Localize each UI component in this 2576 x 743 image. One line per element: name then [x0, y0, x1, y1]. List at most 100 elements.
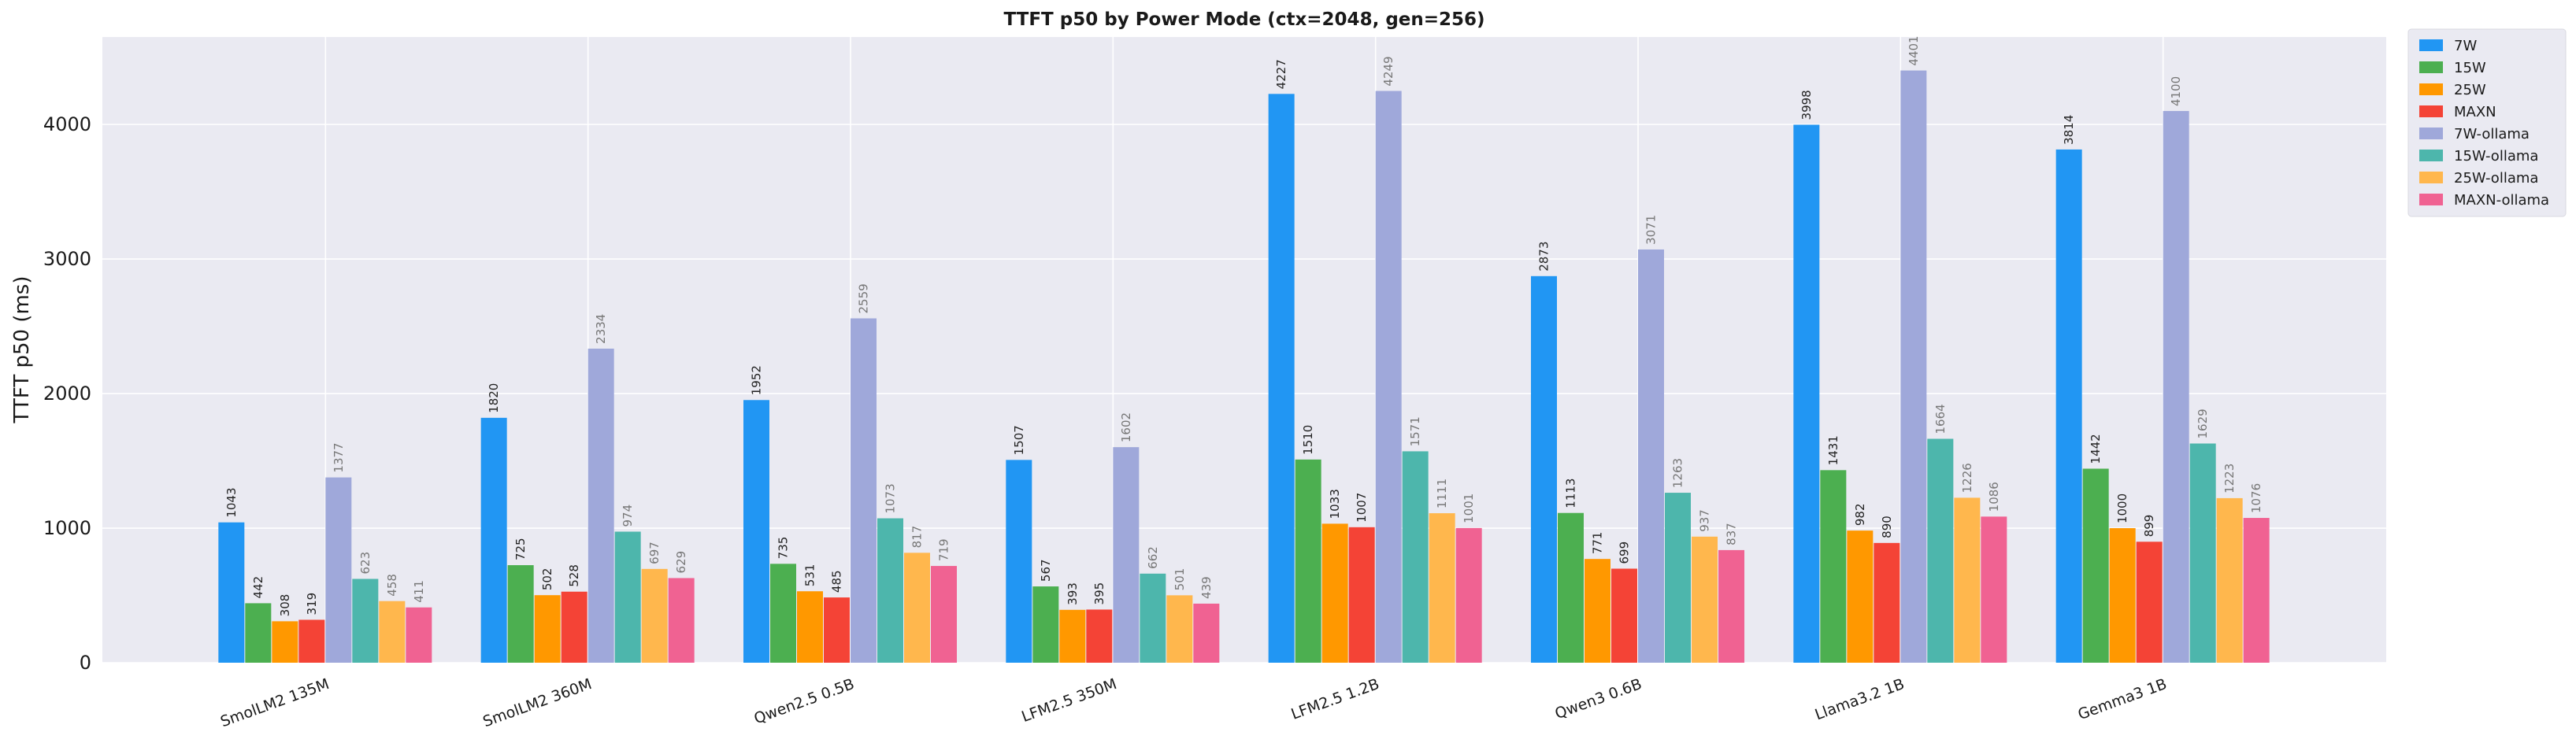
bar-maxn-ollama-smollm2-360m — [668, 578, 695, 663]
bar-7w-ollama-lfm2-5-350m — [1113, 447, 1140, 663]
legend-frame — [2407, 28, 2567, 217]
bar-maxn-ollama-gemma3-1b — [2243, 518, 2270, 663]
value-label: 458 — [385, 574, 399, 597]
bar-25w-llama3-2-1b — [1847, 530, 1874, 663]
bar-maxn-ollama-qwen2-5-0-5b — [931, 566, 957, 663]
value-label: 2334 — [594, 314, 608, 344]
value-label: 485 — [830, 570, 844, 593]
legend-label-15w: 15W — [2454, 60, 2486, 76]
bar-maxn-gemma3-1b — [2136, 542, 2163, 663]
value-label: 3071 — [1644, 215, 1659, 245]
bar-25w-ollama-smollm2-360m — [641, 568, 668, 663]
bar-15w-ollama-smollm2-360m — [614, 531, 641, 663]
y-tick-label: 3000 — [43, 248, 91, 270]
bar-maxn-ollama-llama3-2-1b — [1981, 516, 2007, 663]
value-labels: 1043 1820 1952 1507 4227 2873 3998 3814 442 725 73… — [224, 35, 2263, 616]
y-tick-label: 2000 — [43, 383, 91, 405]
value-label: 1001 — [1462, 493, 1476, 523]
bar-7w-ollama-smollm2-135m — [325, 477, 352, 663]
bar-7w-gemma3-1b — [2055, 149, 2082, 664]
legend-label-7w: 7W — [2454, 38, 2477, 54]
legend-swatch-15w — [2419, 61, 2443, 73]
value-label: 1431 — [1826, 435, 1840, 465]
value-label: 1571 — [1408, 416, 1422, 446]
bar-maxn-lfm2-5-1-2b — [1348, 527, 1375, 663]
bar-7w-smollm2-135m — [218, 522, 245, 663]
value-label: 1007 — [1355, 493, 1369, 523]
value-label: 3814 — [2062, 115, 2076, 145]
bar-maxn-smollm2-360m — [561, 591, 587, 663]
value-label: 629 — [674, 551, 688, 574]
value-label: 3998 — [1799, 90, 1814, 120]
legend-label-25w: 25W — [2454, 82, 2486, 98]
value-label: 1507 — [1012, 425, 1026, 455]
bar-25w-qwen2-5-0-5b — [797, 591, 823, 663]
value-label: 1226 — [1960, 463, 1974, 493]
bar-25w-ollama-lfm2-5-1-2b — [1429, 513, 1455, 663]
x-tick-label-llama3-2-1b: Llama3.2 1B — [1813, 675, 1907, 723]
value-label: 4100 — [2169, 76, 2183, 106]
bar-25w-ollama-gemma3-1b — [2216, 497, 2243, 663]
y-tick-label: 1000 — [43, 517, 91, 539]
value-label: 837 — [1725, 523, 1739, 545]
value-label: 1223 — [2222, 464, 2237, 493]
bar-15w-lfm2-5-350m — [1032, 586, 1059, 663]
x-tick-label-gemma3-1b: Gemma3 1B — [2076, 675, 2170, 723]
bar-25w-smollm2-135m — [272, 621, 298, 663]
y-axis-ticks: 0 1000 2000 3000 4000 — [43, 113, 91, 674]
x-tick-label-lfm2-5-1-2b: LFM2.5 1.2B — [1289, 675, 1382, 723]
legend-label-maxn-ollama: MAXN-ollama — [2454, 192, 2549, 209]
bar-25w-ollama-qwen3-0-6b — [1692, 536, 1718, 663]
value-label: 982 — [1853, 503, 1867, 526]
value-label: 442 — [251, 576, 265, 599]
bar-15w-qwen3-0-6b — [1558, 512, 1584, 663]
bar-25w-ollama-llama3-2-1b — [1954, 497, 1981, 663]
value-label: 1442 — [2089, 434, 2103, 464]
bar-7w-ollama-qwen2-5-0-5b — [851, 318, 877, 663]
y-tick-label: 4000 — [43, 113, 91, 135]
value-label: 719 — [937, 538, 951, 561]
value-label: 2873 — [1537, 242, 1551, 272]
value-label: 1952 — [750, 365, 764, 395]
bar-7w-smollm2-360m — [480, 417, 507, 663]
legend-swatch-7w — [2419, 39, 2443, 51]
value-label: 1000 — [2115, 493, 2129, 523]
bar-maxn-ollama-qwen3-0-6b — [1718, 549, 1744, 663]
bar-25w-lfm2-5-350m — [1059, 609, 1086, 663]
legend-swatch-25w-ollama — [2419, 172, 2443, 183]
value-label: 697 — [647, 542, 662, 564]
legend-swatch-maxn-ollama — [2419, 194, 2443, 205]
bar-15w-ollama-qwen3-0-6b — [1665, 493, 1691, 663]
value-label: 1113 — [1564, 479, 1578, 508]
bar-7w-ollama-qwen3-0-6b — [1638, 249, 1664, 663]
bar-15w-ollama-llama3-2-1b — [1927, 438, 1954, 663]
bar-15w-ollama-lfm2-5-350m — [1140, 573, 1166, 663]
bar-7w-ollama-lfm2-5-1-2b — [1375, 91, 1402, 664]
value-label: 735 — [777, 537, 791, 560]
bar-15w-ollama-qwen2-5-0-5b — [877, 518, 903, 663]
value-label: 1073 — [884, 483, 898, 513]
bar-25w-lfm2-5-1-2b — [1321, 523, 1348, 663]
bar-7w-ollama-llama3-2-1b — [1900, 70, 1927, 663]
x-axis-ticks: SmolLM2 135M SmolLM2 360M Qwen2.5 0.5B LFM2… — [218, 675, 2169, 730]
value-label: 1076 — [2249, 483, 2263, 513]
bar-7w-qwen3-0-6b — [1531, 275, 1557, 663]
value-label: 502 — [540, 568, 554, 591]
value-label: 4249 — [1381, 56, 1395, 86]
value-label: 937 — [1698, 509, 1712, 532]
value-label: 1111 — [1435, 479, 1449, 508]
bar-15w-smollm2-360m — [507, 565, 534, 663]
bar-7w-llama3-2-1b — [1793, 124, 1820, 664]
legend-swatch-7w-ollama — [2419, 128, 2443, 139]
bar-maxn-qwen2-5-0-5b — [824, 597, 850, 663]
bar-25w-ollama-smollm2-135m — [379, 601, 406, 663]
legend-label-7w-ollama: 7W-ollama — [2454, 126, 2530, 142]
value-label: 393 — [1066, 582, 1080, 605]
value-label: 662 — [1146, 546, 1160, 569]
value-label: 528 — [567, 564, 581, 587]
value-label: 1629 — [2196, 408, 2210, 438]
legend-swatch-15w-ollama — [2419, 150, 2443, 161]
bar-25w-qwen3-0-6b — [1585, 559, 1610, 663]
bar-7w-ollama-gemma3-1b — [2163, 111, 2189, 664]
value-label: 4401 — [1907, 35, 1921, 65]
